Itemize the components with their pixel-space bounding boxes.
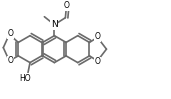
Text: O: O (95, 32, 100, 41)
Text: O: O (7, 29, 13, 38)
Text: O: O (7, 56, 13, 65)
Text: HO: HO (19, 74, 31, 83)
Text: O: O (95, 57, 100, 66)
Text: O: O (63, 1, 69, 10)
Text: N: N (51, 20, 58, 29)
